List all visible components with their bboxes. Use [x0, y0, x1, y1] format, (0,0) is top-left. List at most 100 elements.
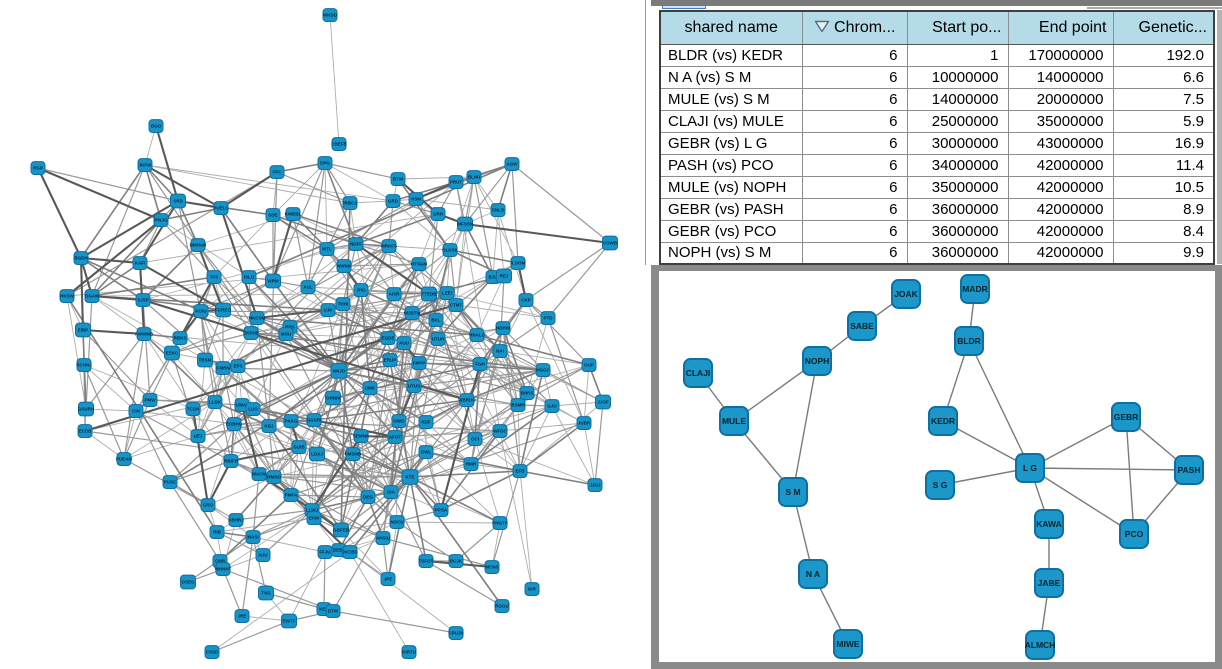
svg-text:EWTF: EWTF — [283, 619, 296, 624]
svg-text:PMFA: PMFA — [285, 493, 298, 498]
svg-text:WFDC: WFDC — [493, 429, 507, 434]
svg-text:OHNM: OHNM — [326, 396, 340, 401]
svg-text:JOAK: JOAK — [894, 289, 918, 299]
svg-text:KDJ: KDJ — [264, 424, 273, 429]
svg-text:S M: S M — [785, 487, 800, 497]
svg-text:AUU: AUU — [399, 341, 409, 346]
svg-text:PUEAM: PUEAM — [116, 457, 133, 462]
svg-text:PPSA: PPSA — [435, 508, 448, 513]
svg-text:FGH: FGH — [475, 362, 485, 367]
svg-text:RDF: RDF — [421, 420, 430, 425]
svg-text:CKP: CKP — [521, 298, 531, 303]
svg-text:ALMCH: ALMCH — [1025, 640, 1056, 650]
svg-text:PCO: PCO — [1125, 529, 1144, 539]
svg-text:GRO: GRO — [203, 503, 214, 508]
svg-text:CTMT: CTMT — [450, 303, 463, 308]
svg-text:HKCSM: HKCSM — [249, 316, 266, 321]
svg-text:GEBR: GEBR — [1114, 412, 1139, 422]
svg-text:ECDB: ECDB — [79, 429, 93, 434]
svg-text:JKCBD: JKCBD — [342, 550, 358, 555]
svg-text:BLHU: BLHU — [468, 175, 481, 180]
svg-text:JKFW: JKFW — [139, 163, 153, 168]
svg-text:LUO: LUO — [248, 407, 258, 412]
svg-text:KIRTU: KIRTU — [402, 650, 416, 655]
svg-text:UMK: UMK — [365, 386, 376, 391]
svg-text:LDAJ: LDAJ — [311, 452, 323, 457]
svg-text:OCI: OCI — [471, 437, 479, 442]
svg-text:DMHAB: DMHAB — [190, 243, 207, 248]
svg-text:SRD: SRD — [173, 199, 183, 204]
svg-text:HHALC: HHALC — [469, 333, 485, 338]
svg-text:GRD: GRD — [388, 199, 399, 204]
svg-text:SDE: SDE — [268, 213, 277, 218]
svg-text:GBFEB: GBFEB — [333, 528, 350, 533]
svg-text:NJU: NJU — [258, 553, 267, 558]
svg-text:AGW: AGW — [507, 162, 519, 167]
svg-text:KEA: KEA — [319, 607, 329, 612]
svg-text:SNLB: SNLB — [492, 208, 505, 213]
svg-text:BTW: BTW — [393, 177, 404, 182]
svg-text:SJSP: SJSP — [137, 298, 149, 303]
svg-text:WRM: WRM — [267, 279, 278, 284]
svg-text:WFSSN: WFSSN — [457, 222, 473, 227]
svg-text:THHI: THHI — [338, 302, 349, 307]
svg-text:EKM: EKM — [309, 516, 319, 521]
svg-text:JRE: JRE — [238, 614, 247, 619]
svg-text:BSMR: BSMR — [511, 403, 525, 408]
svg-text:NDHW: NDHW — [496, 326, 511, 331]
svg-text:MASI: MASI — [247, 535, 258, 540]
svg-text:BKL: BKL — [431, 318, 440, 323]
svg-text:LLWJ: LLWJ — [306, 508, 318, 513]
svg-text:UWAJ: UWAJ — [235, 403, 248, 408]
svg-text:WKDD: WKDD — [323, 13, 338, 18]
svg-text:HSM: HSM — [411, 197, 421, 202]
svg-text:FMPP: FMPP — [413, 361, 426, 366]
svg-text:PAKG: PAKG — [285, 419, 298, 424]
svg-text:PUSC: PUSC — [164, 480, 177, 485]
svg-text:FPC: FPC — [273, 170, 283, 175]
svg-text:TSG: TSG — [261, 591, 271, 596]
svg-text:JJOF: JJOF — [597, 400, 609, 405]
svg-text:NOCU: NOCU — [390, 520, 403, 525]
svg-text:EIBP: EIBP — [78, 328, 89, 333]
svg-text:BGDH: BGDH — [74, 256, 87, 261]
svg-text:WACM: WACM — [252, 472, 266, 477]
svg-text:EOBHG: EOBHG — [226, 422, 243, 427]
svg-text:KWBBL: KWBBL — [285, 212, 302, 217]
svg-text:KOIU: KOIU — [195, 309, 206, 314]
svg-text:HGGC: HGGC — [536, 368, 550, 373]
svg-text:MRKFS: MRKFS — [381, 244, 397, 249]
svg-text:JJOJ: JJOJ — [589, 483, 601, 488]
svg-text:AFOT: AFOT — [389, 435, 401, 440]
svg-text:OLKSK: OLKSK — [442, 248, 459, 253]
svg-text:EPS: EPS — [233, 364, 242, 369]
svg-text:UTUS: UTUS — [408, 384, 420, 389]
svg-text:WHNHT: WHNHT — [215, 567, 232, 572]
svg-text:KEDR: KEDR — [931, 416, 955, 426]
svg-text:MIWE: MIWE — [836, 639, 859, 649]
svg-text:CMR: CMR — [215, 559, 226, 564]
svg-text:CSSD: CSSD — [206, 650, 219, 655]
svg-text:UJK: UJK — [323, 308, 333, 313]
svg-text:S G: S G — [933, 480, 948, 490]
svg-text:NAI: NAI — [496, 349, 504, 354]
svg-text:EEKC: EEKC — [166, 351, 179, 356]
svg-text:RGP: RGP — [33, 166, 43, 171]
svg-text:HTSGM: HTSGM — [411, 262, 428, 267]
svg-text:IRBCJ: IRBCJ — [343, 201, 357, 206]
svg-text:TCDN: TCDN — [187, 407, 200, 412]
svg-text:SEMNK: SEMNK — [353, 434, 370, 439]
svg-text:TFS: TFS — [210, 275, 219, 280]
svg-text:SABE: SABE — [850, 321, 874, 331]
svg-text:CPUJN: CPUJN — [448, 631, 463, 636]
svg-text:RGGU: RGGU — [495, 604, 509, 609]
svg-text:NOPH: NOPH — [805, 356, 830, 366]
svg-text:KAFI: KAFI — [135, 261, 146, 266]
svg-text:COWB: COWB — [603, 241, 618, 246]
svg-text:CBEFB: CBEFB — [331, 142, 347, 147]
svg-text:MULE: MULE — [722, 416, 746, 426]
svg-text:BCJK: BCJK — [450, 559, 463, 564]
svg-text:ILOOM: ILOOM — [511, 261, 526, 266]
svg-text:PWJG: PWJG — [154, 218, 168, 223]
svg-text:ERUP: ERUP — [384, 358, 397, 363]
